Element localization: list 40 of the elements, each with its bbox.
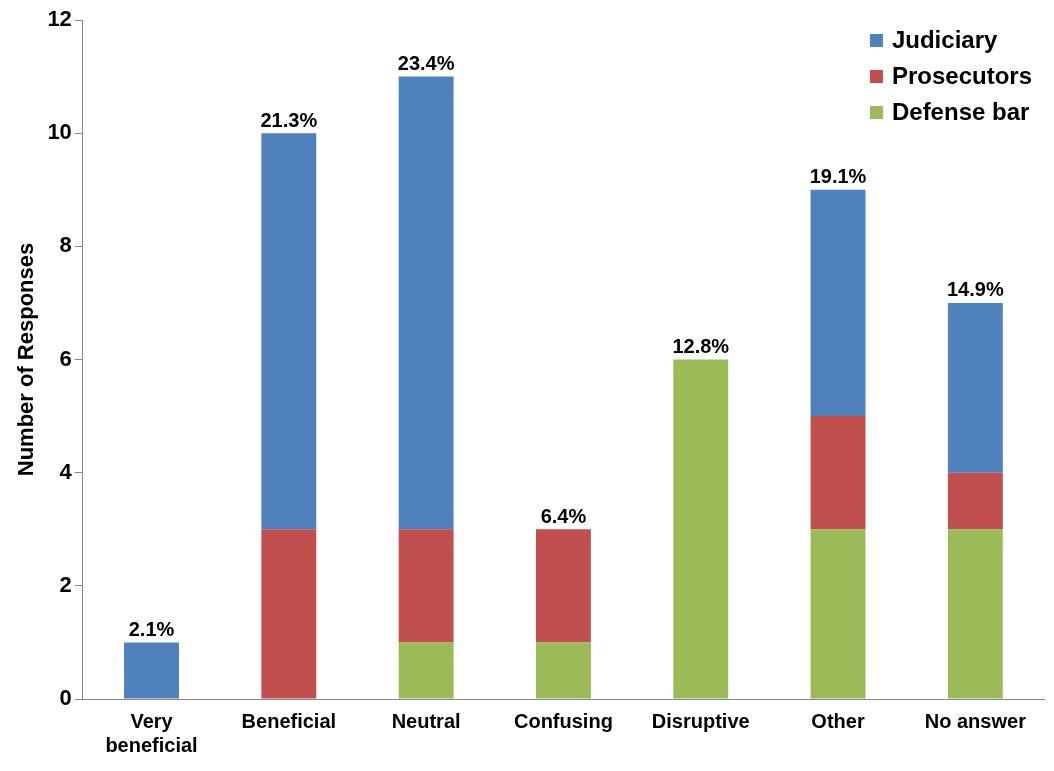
annotation: 19.1%	[809, 165, 867, 188]
x-tick-label: Very beneficial	[105, 709, 198, 756]
annotation: 6.4%	[540, 504, 587, 527]
bar	[398, 529, 454, 643]
y-tick-label: 2	[59, 571, 72, 597]
legend-label: Defense bar	[891, 97, 1030, 125]
x-tick-label: Disruptive	[651, 709, 750, 732]
y-tick-label: 6	[59, 345, 72, 371]
legend-label: Judiciary	[891, 25, 998, 53]
annotation: 21.3%	[260, 108, 318, 131]
y-tick-label: 4	[59, 458, 73, 484]
y-tick-label: 12	[47, 6, 72, 32]
y-axis-title: Number of Responses	[13, 242, 39, 477]
bar	[535, 642, 591, 699]
legend-label: Prosecutors	[891, 61, 1033, 89]
x-tick-label: Confusing	[514, 709, 613, 732]
annotation: 14.9%	[946, 278, 1004, 301]
annotation: 2.1%	[128, 617, 175, 640]
bar	[810, 529, 866, 699]
bar	[261, 133, 317, 530]
annotation: 12.8%	[672, 335, 730, 358]
y-tick-label: 10	[47, 119, 72, 145]
bar	[398, 76, 454, 530]
x-tick-label: Beneficial	[241, 709, 337, 732]
bar	[810, 416, 866, 530]
bar	[398, 642, 454, 699]
bar	[124, 642, 179, 699]
x-tick-label: No answer	[924, 709, 1027, 732]
bar	[810, 189, 866, 417]
x-tick-label: Neutral	[391, 709, 461, 732]
bar	[261, 529, 317, 699]
bar	[947, 302, 1003, 473]
bar	[947, 472, 1003, 530]
y-tick-label: 0	[59, 685, 72, 711]
bar	[947, 529, 1003, 699]
y-tick-label: 8	[59, 232, 72, 258]
annotation: 23.4%	[397, 52, 455, 75]
bar	[535, 529, 591, 643]
x-tick-label: Other	[811, 709, 865, 732]
bar	[673, 359, 729, 699]
